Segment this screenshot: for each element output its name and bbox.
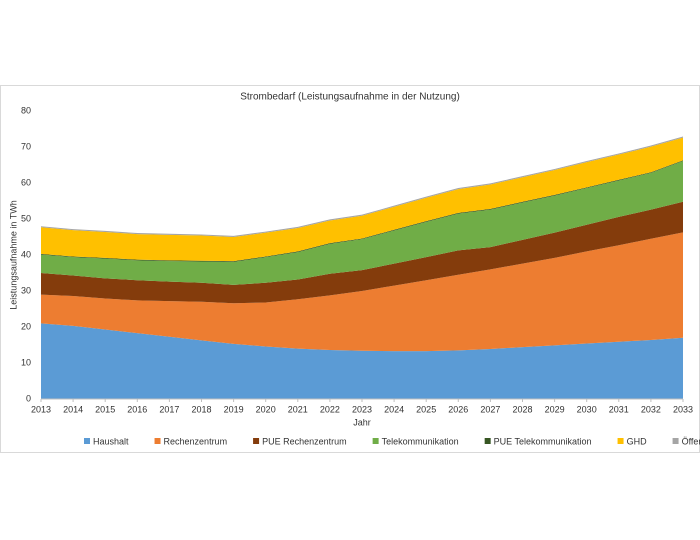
legend-swatch: [372, 438, 379, 444]
x-tick-label: 2028: [512, 404, 532, 414]
legend-label: Rechenzentrum: [164, 436, 228, 446]
area: [41, 323, 683, 399]
y-tick-label: 30: [21, 285, 31, 295]
y-tick-label: 0: [26, 393, 31, 403]
area: [41, 201, 683, 304]
legend-swatch: [617, 438, 624, 444]
area: [41, 137, 683, 262]
legend-swatch: [484, 438, 491, 444]
area: [41, 161, 683, 285]
y-tick-label: 70: [21, 141, 31, 151]
legend-swatch: [84, 438, 90, 444]
x-tick-label: 2015: [95, 404, 115, 414]
legend-label: PUE Telekommunikation: [494, 436, 592, 446]
x-tick-label: 2019: [224, 404, 244, 414]
legend-swatch: [154, 438, 161, 444]
x-tick-label: 2024: [384, 404, 404, 414]
area: [41, 232, 683, 352]
legend-swatch: [253, 438, 260, 444]
y-tick-label: 20: [21, 321, 31, 331]
x-tick-label: 2026: [448, 404, 468, 414]
legend-label: Telekommunikation: [382, 436, 459, 446]
legend-label: GHD: [627, 436, 648, 446]
x-tick-label: 2033: [673, 404, 693, 414]
legend-swatch: [672, 438, 679, 444]
x-tick-label: 2013: [31, 404, 51, 414]
x-axis-label: Jahr: [353, 417, 371, 427]
y-axis-label: Leistungsaufnahme in TWh: [8, 200, 18, 309]
y-tick-label: 60: [21, 177, 31, 187]
chart-title: Strombedarf (Leistungsaufnahme in der Nu…: [240, 92, 460, 103]
x-tick-label: 2031: [609, 404, 629, 414]
x-tick-label: 2020: [256, 404, 276, 414]
y-tick-label: 80: [21, 105, 31, 115]
x-tick-label: 2032: [641, 404, 661, 414]
x-tick-label: 2029: [545, 404, 565, 414]
x-tick-label: 2014: [63, 404, 83, 414]
legend-label: PUE Rechenzentrum: [262, 436, 347, 446]
x-tick-label: 2016: [127, 404, 147, 414]
x-tick-label: 2017: [159, 404, 179, 414]
x-tick-label: 2027: [480, 404, 500, 414]
x-tick-label: 2030: [577, 404, 597, 414]
legend-label: Haushalt: [93, 436, 129, 446]
legend-label: Öffentlichkeit: [682, 436, 700, 446]
x-tick-label: 2018: [191, 404, 211, 414]
y-tick-label: 40: [21, 249, 31, 259]
y-tick-label: 10: [21, 357, 31, 367]
x-tick-label: 2022: [320, 404, 340, 414]
y-tick-label: 50: [21, 213, 31, 223]
x-tick-label: 2023: [352, 404, 372, 414]
x-tick-label: 2025: [416, 404, 436, 414]
x-tick-label: 2021: [288, 404, 308, 414]
